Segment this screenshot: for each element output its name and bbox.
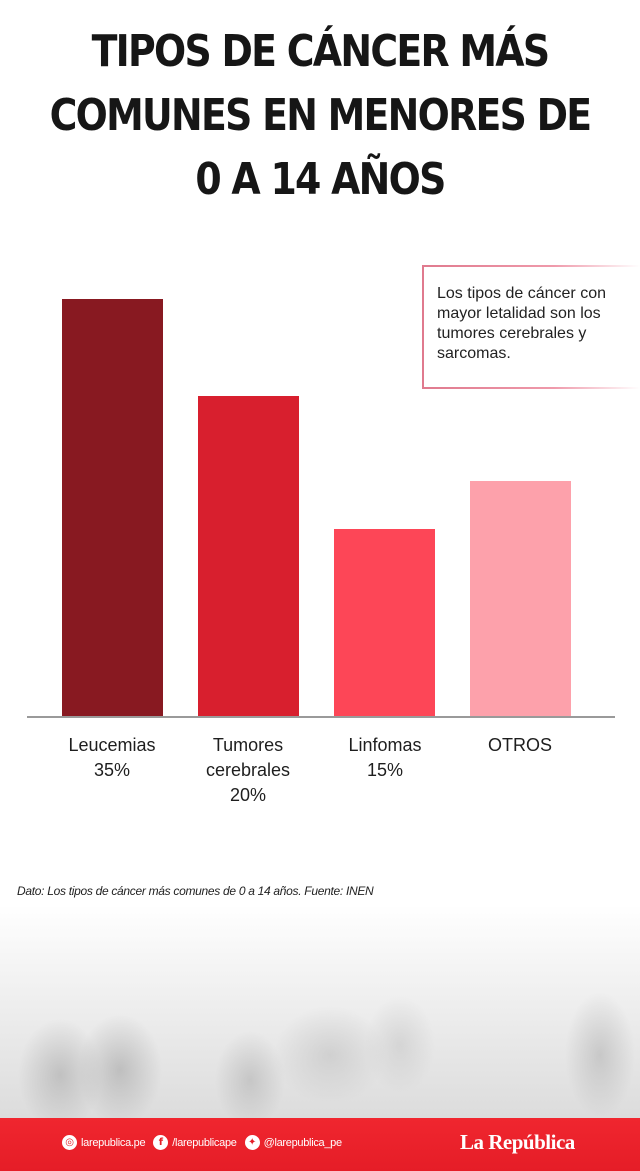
- bar-tumores-cerebrales: [198, 396, 299, 717]
- bar-linfomas: [334, 529, 435, 717]
- category-value: 35%: [93, 760, 131, 780]
- footer-bar: ◎ larepublica.pe f /larepublicape ✦ @lar…: [0, 1118, 640, 1171]
- category-name: Leucemias: [68, 735, 156, 755]
- x-label-tumores-cerebrales: Tumores cerebrales 20%: [178, 733, 318, 808]
- website-link[interactable]: larepublica.pe: [81, 1136, 146, 1149]
- category-name-2: cerebrales: [205, 760, 291, 780]
- x-axis-baseline: [27, 716, 615, 718]
- x-label-linfomas: Linfomas 15%: [315, 733, 455, 783]
- category-name: Tumores: [212, 735, 284, 755]
- chart-title: TIPOS DE CÁNCER MÁS COMUNES EN MENORES D…: [45, 20, 595, 212]
- source-note: Dato: Los tipos de cáncer más comunes de…: [17, 884, 374, 898]
- background-photo: [0, 905, 640, 1118]
- category-value: 20%: [229, 785, 267, 805]
- brand-logo: La República: [460, 1130, 575, 1154]
- x-label-leucemias: Leucemias 35%: [42, 733, 182, 783]
- title-line-3: 0 A 14 AÑOS: [195, 154, 446, 205]
- website-icon: ◎: [62, 1135, 77, 1150]
- bar-chart: Leucemias 35% Tumores cerebrales 20% Lin…: [27, 299, 615, 808]
- bar-leucemias: [62, 299, 163, 717]
- x-label-otros: OTROS: [450, 733, 590, 758]
- social-links: ◎ larepublica.pe f /larepublicape ✦ @lar…: [62, 1135, 346, 1150]
- category-name: Linfomas: [348, 735, 422, 755]
- category-name: OTROS: [487, 735, 552, 755]
- title-line-1: TIPOS DE CÁNCER MÁS: [91, 26, 551, 77]
- title-line-2: COMUNES EN MENORES DE: [49, 90, 593, 141]
- bar-otros: [470, 481, 571, 717]
- twitter-icon: ✦: [244, 1135, 260, 1150]
- facebook-icon: f: [153, 1135, 169, 1150]
- annotation-box: Los tipos de cáncer con mayor letalidad …: [422, 265, 640, 389]
- twitter-link[interactable]: @larepublica_pe: [263, 1136, 343, 1149]
- category-value: 15%: [366, 760, 404, 780]
- facebook-link[interactable]: /larepublicape: [172, 1136, 237, 1149]
- annotation-text: Los tipos de cáncer con mayor letalidad …: [437, 285, 606, 362]
